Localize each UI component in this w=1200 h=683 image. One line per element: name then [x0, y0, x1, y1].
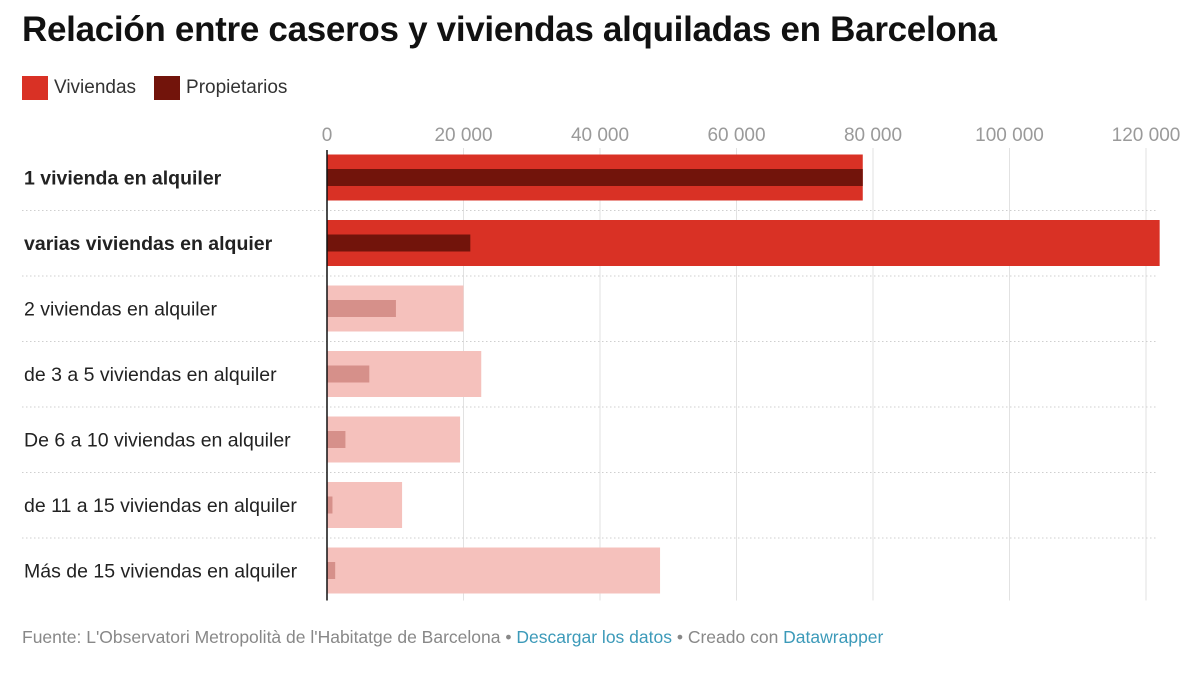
bar-viviendas [327, 482, 403, 528]
legend-label-propietarios: Propietarios [186, 77, 288, 98]
legend-item-viviendas: Viviendas [22, 76, 136, 100]
datawrapper-link[interactable]: Datawrapper [783, 627, 884, 647]
bar-propietarios [327, 431, 346, 448]
category-label: 2 viviendas en alquiler [24, 299, 217, 321]
footer-separator: • [500, 627, 517, 647]
legend-item-propietarios: Propietarios [154, 76, 287, 100]
x-tick-label: 60 000 [707, 125, 765, 146]
x-tick-label: 0 [322, 125, 333, 146]
bar-propietarios [327, 562, 336, 579]
legend-swatch-viviendas [22, 76, 48, 100]
x-tick-label: 120 000 [1112, 125, 1181, 146]
x-tick-label: 20 000 [434, 125, 492, 146]
legend-label-viviendas: Viviendas [54, 77, 137, 98]
x-tick-label: 100 000 [975, 125, 1044, 146]
bar-viviendas [327, 547, 661, 594]
bar-propietarios [327, 234, 471, 252]
bar-propietarios [327, 169, 863, 186]
x-tick-label: 80 000 [844, 125, 902, 146]
category-label: 1 vivienda en alquiler [24, 168, 222, 190]
category-label: Más de 15 viviendas en alquiler [24, 561, 298, 583]
legend-swatch-propietarios [154, 76, 181, 100]
category-label: De 6 a 10 viviendas en alquiler [24, 430, 291, 452]
chart-title: Relación entre caseros y viviendas alqui… [22, 10, 997, 49]
footer: Fuente: L'Observatori Metropolità de l'H… [22, 627, 883, 648]
download-data-link[interactable]: Descargar los datos [516, 627, 672, 647]
source-text: Fuente: L'Observatori Metropolità de l'H… [22, 627, 501, 647]
bar-propietarios [327, 496, 333, 514]
bar-viviendas [327, 416, 461, 463]
legend: Viviendas Propietarios [22, 76, 305, 100]
bar-propietarios [327, 300, 396, 317]
x-tick-label: 40 000 [571, 125, 629, 146]
footer-created-with: • Creado con [671, 627, 784, 647]
category-label: varias viviendas en alquier [24, 233, 273, 255]
category-label: de 11 a 15 viviendas en alquiler [24, 495, 297, 517]
category-label: de 3 a 5 viviendas en alquiler [24, 364, 277, 386]
bar-propietarios [327, 365, 370, 383]
